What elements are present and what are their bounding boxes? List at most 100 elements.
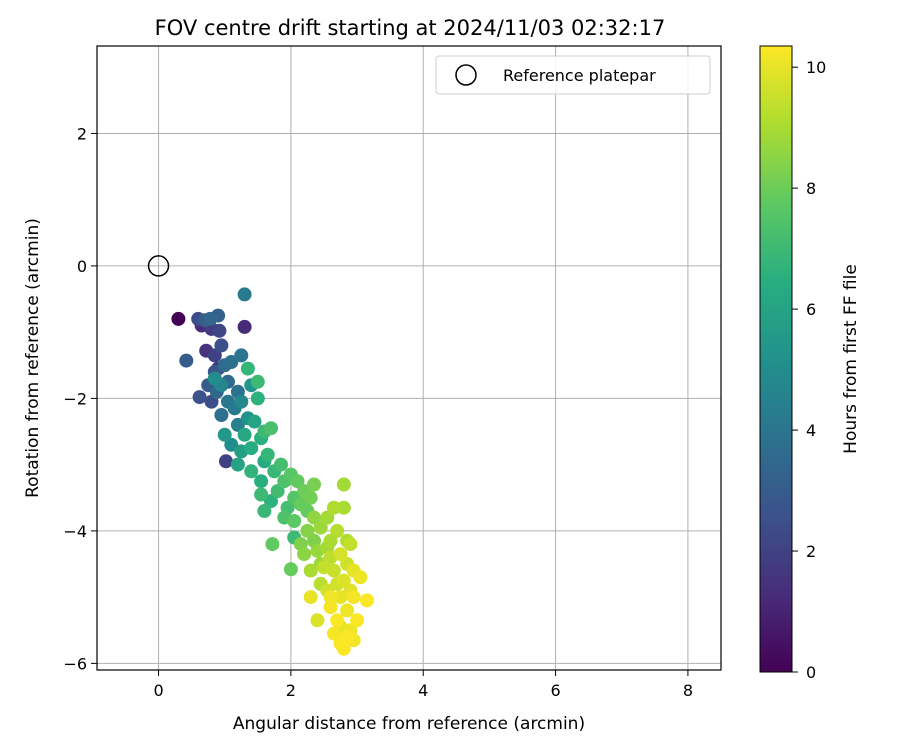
scatter-point [234,348,249,363]
scatter-point [346,590,361,605]
scatter-point [336,500,351,515]
scatter-point [179,353,194,368]
scatter-point [254,487,269,502]
colorbar-tick-label: 2 [806,542,816,561]
scatter-point [244,441,259,456]
y-tick-label: −6 [63,654,87,673]
scatter-point [192,390,207,405]
scatter-point [250,374,265,389]
scatter-point [290,474,305,489]
legend-marker-open-circle [455,64,477,86]
scatter-point [287,514,302,528]
scatter-point [247,414,262,429]
scatter-point [237,287,252,302]
legend-entry-label: Reference platepar [503,66,656,85]
scatter-point [203,311,218,326]
colorbar-gradient [759,45,793,673]
scatter-point [330,613,345,628]
scatter-point [323,600,338,615]
colorbar-tick-label: 6 [806,300,816,319]
scatter-point [300,523,315,538]
scatter-point [303,590,318,605]
colorbar: 0 2 4 6 8 10 Hours from first FF file [759,45,861,682]
scatter-point [214,338,229,353]
scatter-point [326,500,341,515]
grid-lines [97,46,721,670]
scatter-point [303,490,318,505]
scatter-point [237,319,252,334]
scatter-point [320,510,335,525]
scatter-point [274,457,288,472]
scatter-point [224,355,239,369]
x-tick-label: 0 [153,681,163,700]
scatter-point [323,590,338,605]
y-tick-label: 2 [77,124,87,143]
scatter-point [265,537,280,552]
scatter-point [224,437,239,452]
colorbar-ticks: 0 2 4 6 8 10 [792,58,826,682]
y-tick-label: −2 [63,389,87,408]
scatter-point [360,593,374,608]
scatter-point [230,457,245,472]
colorbar-tick-label: 0 [806,663,816,682]
scatter-point [336,641,351,656]
scatter-point [336,573,351,588]
scatter-point [257,504,272,518]
scatter-point [340,629,355,644]
scatter-point [330,523,345,538]
scatter-point [283,562,298,577]
colorbar-tick-label: 8 [806,179,816,198]
scatter-point [254,474,269,489]
scatter-point [333,547,348,562]
chart-title: FOV centre drift starting at 2024/11/03 … [155,16,666,40]
scatter-point [217,427,232,442]
scatter-point [270,484,285,499]
x-tick-label: 2 [286,681,296,700]
scatter-point [234,394,249,409]
x-axis-label: Angular distance from reference (arcmin) [233,714,585,734]
x-tick-label: 4 [418,681,428,700]
reference-point-group [147,255,170,277]
y-axis-label: Rotation from reference (arcmin) [23,218,43,498]
scatter-point [244,464,259,479]
scatter-point [264,421,278,436]
legend-box [435,55,711,95]
scatter-points [171,287,374,656]
y-tick-label: 0 [77,257,87,276]
scatter-point [350,613,365,628]
scatter-point [343,537,358,552]
scatter-point [307,477,321,492]
scatter-point [303,563,318,578]
scatter-point [214,408,229,422]
scatter-point [219,454,233,469]
scatter-point [207,348,222,363]
scatter-point [323,533,338,548]
scatter-point [310,613,325,628]
scatter-point [333,590,348,605]
y-axis-ticks: −6 −4 −2 0 2 [63,124,97,673]
scatter-point [336,477,351,492]
scatter-point [353,570,368,585]
legend: Reference platepar [435,55,711,95]
scatter-point [240,361,255,376]
scatter-point [237,427,252,442]
scatter-point [297,547,312,562]
scatter-point [307,510,321,525]
scatter-point [250,391,265,406]
colorbar-label: Hours from first FF file [841,264,861,454]
reference-point-marker [147,255,170,277]
x-tick-label: 6 [550,681,560,700]
plot-area-frame [96,45,722,671]
scatter-point [326,563,341,578]
colorbar-tick-label: 4 [806,421,816,440]
scatter-point [326,626,341,641]
scatter-point [171,311,186,326]
scatter-point [260,447,275,462]
scatter-point [230,417,245,432]
scatter-point [264,494,278,509]
y-tick-label: −4 [63,522,87,541]
scatter-point [207,371,222,386]
scatter-point [313,520,328,535]
